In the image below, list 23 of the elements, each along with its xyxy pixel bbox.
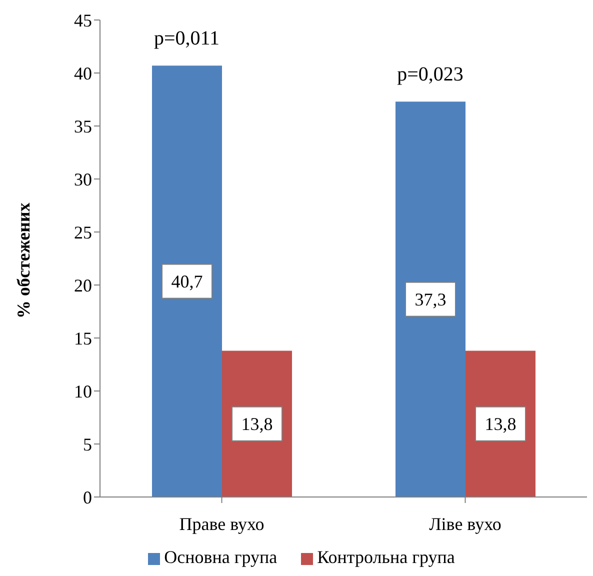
data-label: 13,8 xyxy=(484,414,516,434)
y-tick-label: 25 xyxy=(74,222,92,242)
y-tick-label: 15 xyxy=(74,328,92,348)
y-tick-label: 45 xyxy=(74,10,92,30)
y-tick-label: 40 xyxy=(74,63,92,84)
annotation: p=0,023 xyxy=(397,64,464,86)
x-tick-label: Ліве вухо xyxy=(429,514,502,534)
legend-label: Контрольна група xyxy=(317,547,455,567)
y-tick-label: 20 xyxy=(74,275,92,296)
bar xyxy=(396,102,466,497)
data-label: 37,3 xyxy=(414,289,446,310)
y-tick-label: 0 xyxy=(83,487,92,508)
y-tick-label: 10 xyxy=(74,381,92,402)
y-axis-title: % обстежених xyxy=(13,202,34,318)
data-label: 40,7 xyxy=(171,271,203,292)
annotation: p=0,011 xyxy=(154,28,220,50)
y-tick-label: 35 xyxy=(74,116,92,136)
bar xyxy=(152,66,222,497)
data-label: 13,8 xyxy=(241,414,273,434)
y-tick-label: 30 xyxy=(74,169,92,190)
y-tick-label: 5 xyxy=(83,434,92,454)
x-tick-label: Праве вухо xyxy=(179,514,264,534)
legend-label: Основна група xyxy=(164,547,278,567)
